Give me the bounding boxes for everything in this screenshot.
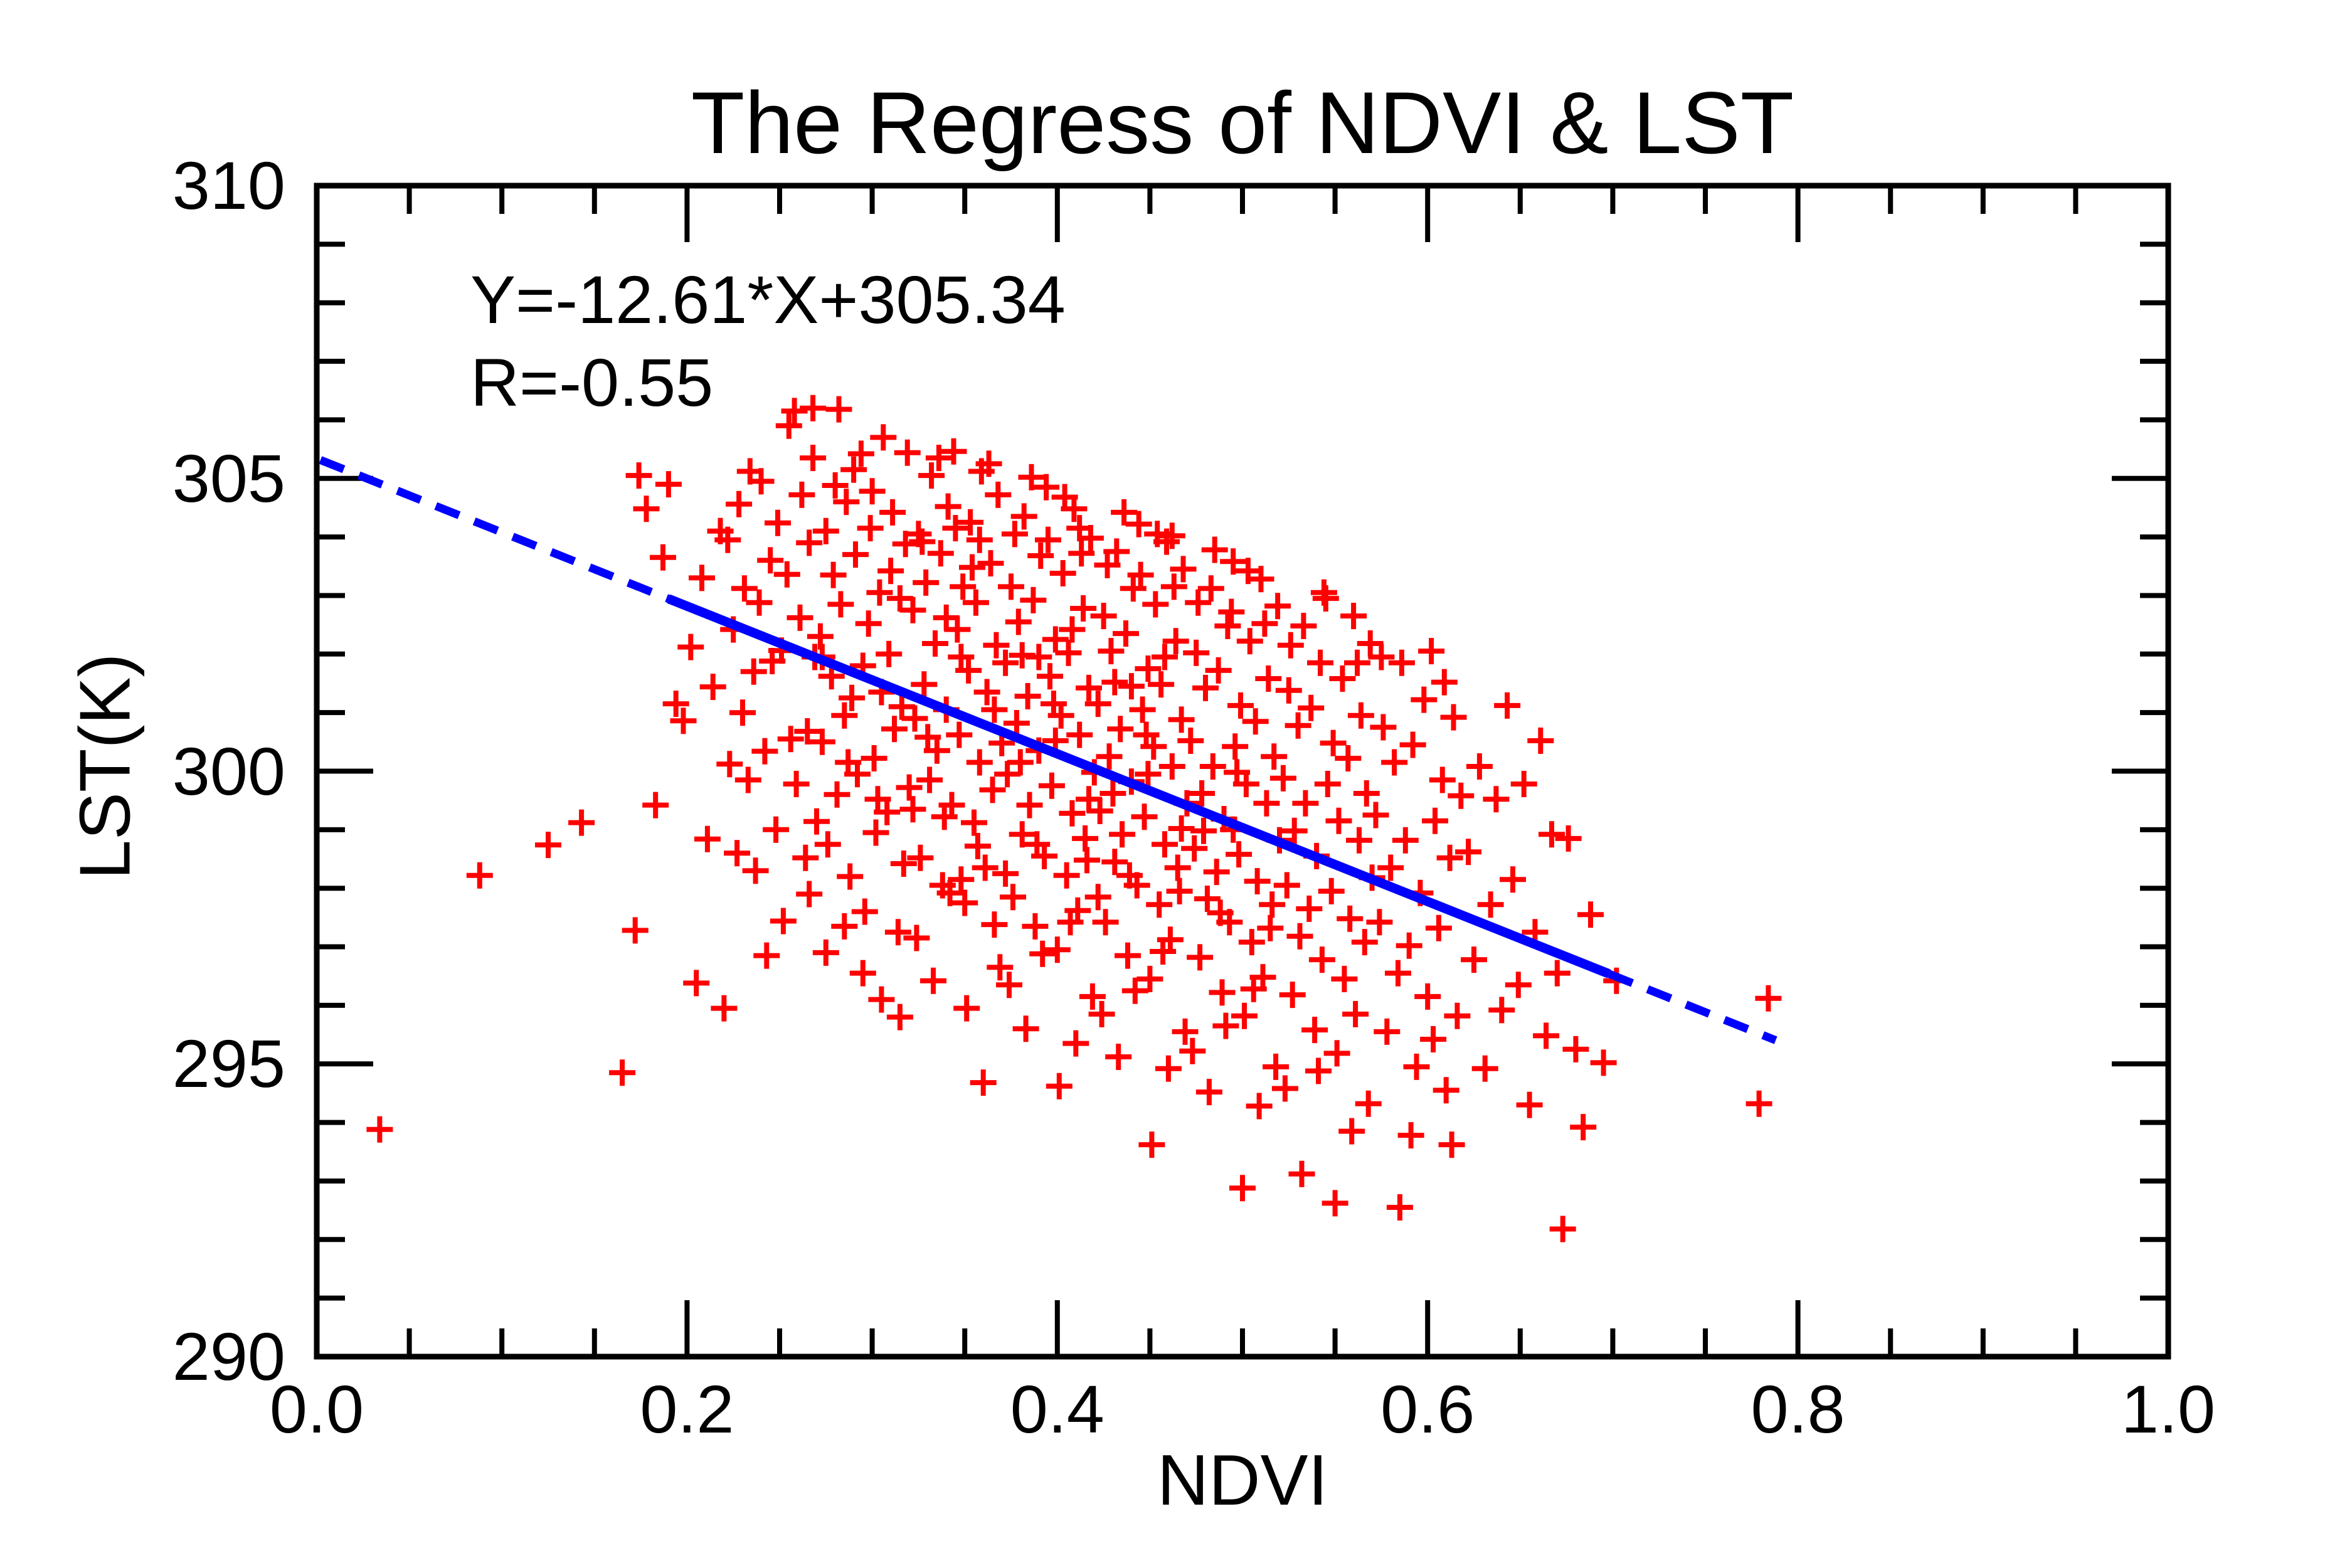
y-tick-label: 305: [172, 440, 285, 516]
y-tick-label: 295: [172, 1025, 285, 1102]
x-tick-label: 0.0: [269, 1371, 364, 1447]
x-tick-label: 0.6: [1380, 1371, 1475, 1447]
correlation-coefficient: R=-0.55: [470, 344, 714, 420]
y-tick-label: 290: [172, 1318, 285, 1394]
regression-equation: Y=-12.61*X+305.34: [470, 262, 1066, 337]
x-tick-label: 0.2: [640, 1371, 734, 1447]
chart-title: The Regress of NDVI & LST: [691, 73, 1794, 172]
x-tick-label: 0.8: [1751, 1371, 1845, 1447]
regression-line-segment: [667, 594, 1611, 978]
axis-ticks: [314, 183, 2171, 1359]
y-tick-label: 310: [172, 147, 285, 223]
regression-annotation: Y=-12.61*X+305.34 R=-0.55: [470, 258, 1066, 424]
regression-line-segment: [319, 456, 670, 603]
y-tick-label: 300: [172, 733, 285, 809]
x-axis-title: NDVI: [1157, 1441, 1328, 1520]
x-tick-label: 1.0: [2121, 1371, 2216, 1447]
x-tick-label: 0.4: [1010, 1371, 1104, 1447]
scatter-points: [366, 395, 1782, 1242]
regression-line-segment: [1608, 970, 1777, 1044]
